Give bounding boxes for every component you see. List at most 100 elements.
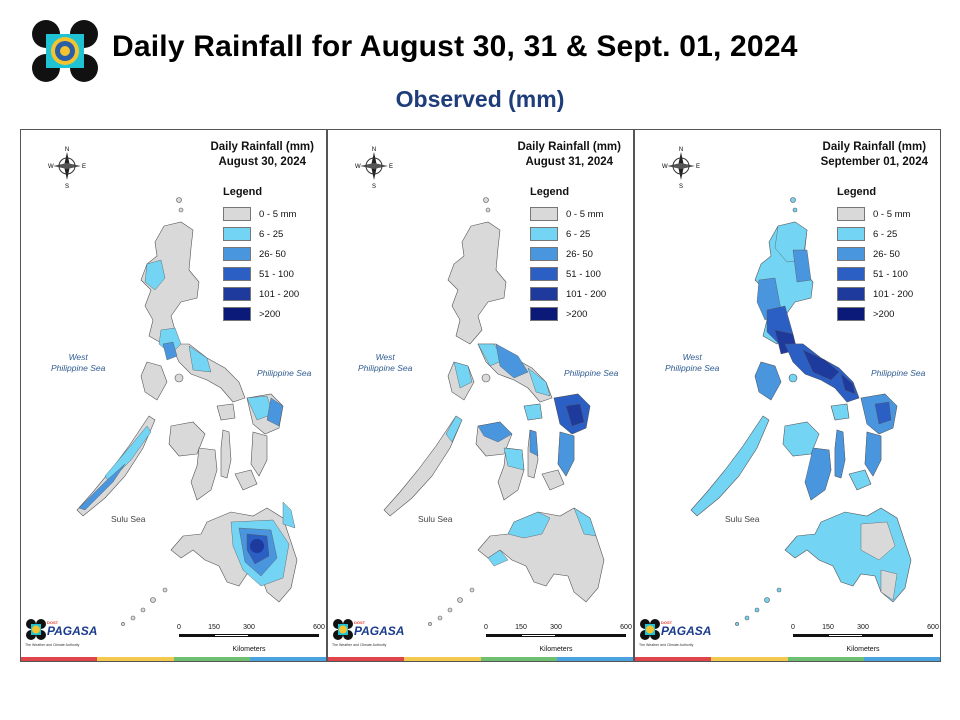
- legend-item: 51 - 100: [530, 264, 606, 284]
- compass-w: W: [355, 164, 361, 170]
- legend-item: 26- 50: [837, 244, 913, 264]
- sulu-sea-label: Sulu Sea: [725, 514, 760, 524]
- scale-tick: 0: [791, 624, 795, 631]
- legend-label: >200: [873, 308, 895, 320]
- legend-label: 0 - 5 mm: [873, 208, 911, 220]
- compass-n: N: [65, 147, 69, 153]
- legend-label: >200: [259, 308, 281, 320]
- panel-title: Daily Rainfall (mm) August 30, 2024: [210, 140, 314, 170]
- compass-s: S: [679, 184, 683, 190]
- legend-label: 6 - 25: [259, 228, 284, 240]
- compass-e: E: [389, 164, 393, 170]
- legend-label: 26- 50: [566, 248, 593, 260]
- color-stripe: [328, 657, 633, 661]
- legend-swatch: [223, 287, 251, 301]
- color-stripe: [635, 657, 940, 661]
- legend-item: 101 - 200: [530, 284, 606, 304]
- panel-date: August 30, 2024: [218, 156, 307, 168]
- legend-swatch: [223, 307, 251, 321]
- scale-bar: 0 150 300 600 Kilometers: [177, 624, 325, 656]
- pagasa-tagline: The Weather and Climate Authority: [25, 643, 80, 647]
- legend-item: >200: [223, 304, 299, 324]
- legend-swatch: [530, 307, 558, 321]
- legend-swatch: [837, 287, 865, 301]
- legend-swatch: [223, 267, 251, 281]
- rainfall-map-aug-31: [383, 197, 605, 627]
- map-panel-aug-30: N S W E Daily Rainfall (mm) August 30, 2…: [20, 129, 327, 662]
- scale-tick: 0: [484, 624, 488, 631]
- compass-e: E: [696, 164, 700, 170]
- legend: Legend 0 - 5 mm 6 - 25 26- 50 51 - 100 1…: [530, 186, 606, 324]
- legend-item: >200: [530, 304, 606, 324]
- scale-tick: 300: [550, 624, 562, 631]
- pagasa-logo: DOST PAGASA The Weather and Climate Auth…: [332, 618, 406, 654]
- legend-item: 6 - 25: [837, 224, 913, 244]
- dost-label: DOST: [354, 620, 366, 625]
- scale-tick: 150: [515, 624, 527, 631]
- legend-label: 0 - 5 mm: [259, 208, 297, 220]
- legend-item: 6 - 25: [223, 224, 299, 244]
- compass-s: S: [65, 184, 69, 190]
- scale-bar: 0 150 300 600 Kilometers: [484, 624, 632, 656]
- sulu-sea-label: Sulu Sea: [111, 514, 146, 524]
- panel-title: Daily Rainfall (mm) September 01, 2024: [821, 140, 928, 170]
- philippine-sea-label: Philippine Sea: [257, 368, 312, 378]
- legend-swatch: [530, 287, 558, 301]
- scale-tick: 0: [177, 624, 181, 631]
- legend-label: 51 - 100: [566, 268, 601, 280]
- panel-date: September 01, 2024: [820, 156, 928, 168]
- legend-title: Legend: [530, 186, 570, 198]
- scale-tick: 600: [927, 624, 939, 631]
- scale-tick: 600: [620, 624, 632, 631]
- pagasa-wordmark: PAGASA: [354, 624, 405, 638]
- legend-item: 26- 50: [530, 244, 606, 264]
- legend-title: Legend: [223, 186, 263, 198]
- map-panel-aug-31: N S W E Daily Rainfall (mm) August 31, 2…: [327, 129, 634, 662]
- philippine-sea-label: Philippine Sea: [871, 368, 926, 378]
- page-title: Daily Rainfall for August 30, 31 & Sept.…: [112, 30, 798, 63]
- dost-logo: [30, 18, 100, 84]
- pagasa-tagline: The Weather and Climate Authority: [639, 643, 694, 647]
- philippine-sea-label: Philippine Sea: [564, 368, 619, 378]
- legend-label: 51 - 100: [873, 268, 908, 280]
- legend-label: 0 - 5 mm: [566, 208, 604, 220]
- legend-swatch: [530, 247, 558, 261]
- legend-swatch: [837, 247, 865, 261]
- color-stripe: [21, 657, 326, 661]
- legend-item: 51 - 100: [223, 264, 299, 284]
- panel-heading: Daily Rainfall (mm): [822, 141, 927, 153]
- panel-heading: Daily Rainfall (mm): [517, 141, 621, 153]
- legend-item: 51 - 100: [837, 264, 913, 284]
- legend-label: 51 - 100: [259, 268, 294, 280]
- legend-item: >200: [837, 304, 913, 324]
- legend-swatch: [530, 227, 558, 241]
- legend-label: 26- 50: [873, 248, 900, 260]
- compass-s: S: [372, 184, 376, 190]
- pagasa-emblem-icon: [26, 619, 46, 640]
- legend-item: 101 - 200: [223, 284, 299, 304]
- legend-item: 26- 50: [223, 244, 299, 264]
- legend-swatch: [530, 207, 558, 221]
- panel-title: Daily Rainfall (mm) August 31, 2024: [517, 140, 621, 170]
- pagasa-emblem-icon: [333, 619, 353, 640]
- compass-n: N: [372, 147, 376, 153]
- compass-e: E: [82, 164, 86, 170]
- dost-label: DOST: [661, 620, 673, 625]
- legend-label: 6 - 25: [566, 228, 591, 240]
- legend: Legend 0 - 5 mm 6 - 25 26- 50 51 - 100 1…: [837, 186, 913, 324]
- legend-swatch: [837, 267, 865, 281]
- map-panels: N S W E Daily Rainfall (mm) August 30, 2…: [20, 129, 941, 662]
- pagasa-wordmark: PAGASA: [661, 624, 712, 638]
- compass-rose: N S W E: [47, 146, 87, 190]
- legend-item: 0 - 5 mm: [223, 204, 299, 224]
- scale-tick: 300: [243, 624, 255, 631]
- compass-n: N: [679, 147, 683, 153]
- legend-swatch: [223, 207, 251, 221]
- dost-label: DOST: [47, 620, 59, 625]
- legend: Legend 0 - 5 mm 6 - 25 26- 50 51 - 100 1…: [223, 186, 299, 324]
- scale-unit: Kilometers: [232, 646, 266, 653]
- legend-label: 6 - 25: [873, 228, 898, 240]
- scale-unit: Kilometers: [539, 646, 573, 653]
- scale-tick: 150: [208, 624, 220, 631]
- page-subtitle: Observed (mm): [395, 86, 565, 112]
